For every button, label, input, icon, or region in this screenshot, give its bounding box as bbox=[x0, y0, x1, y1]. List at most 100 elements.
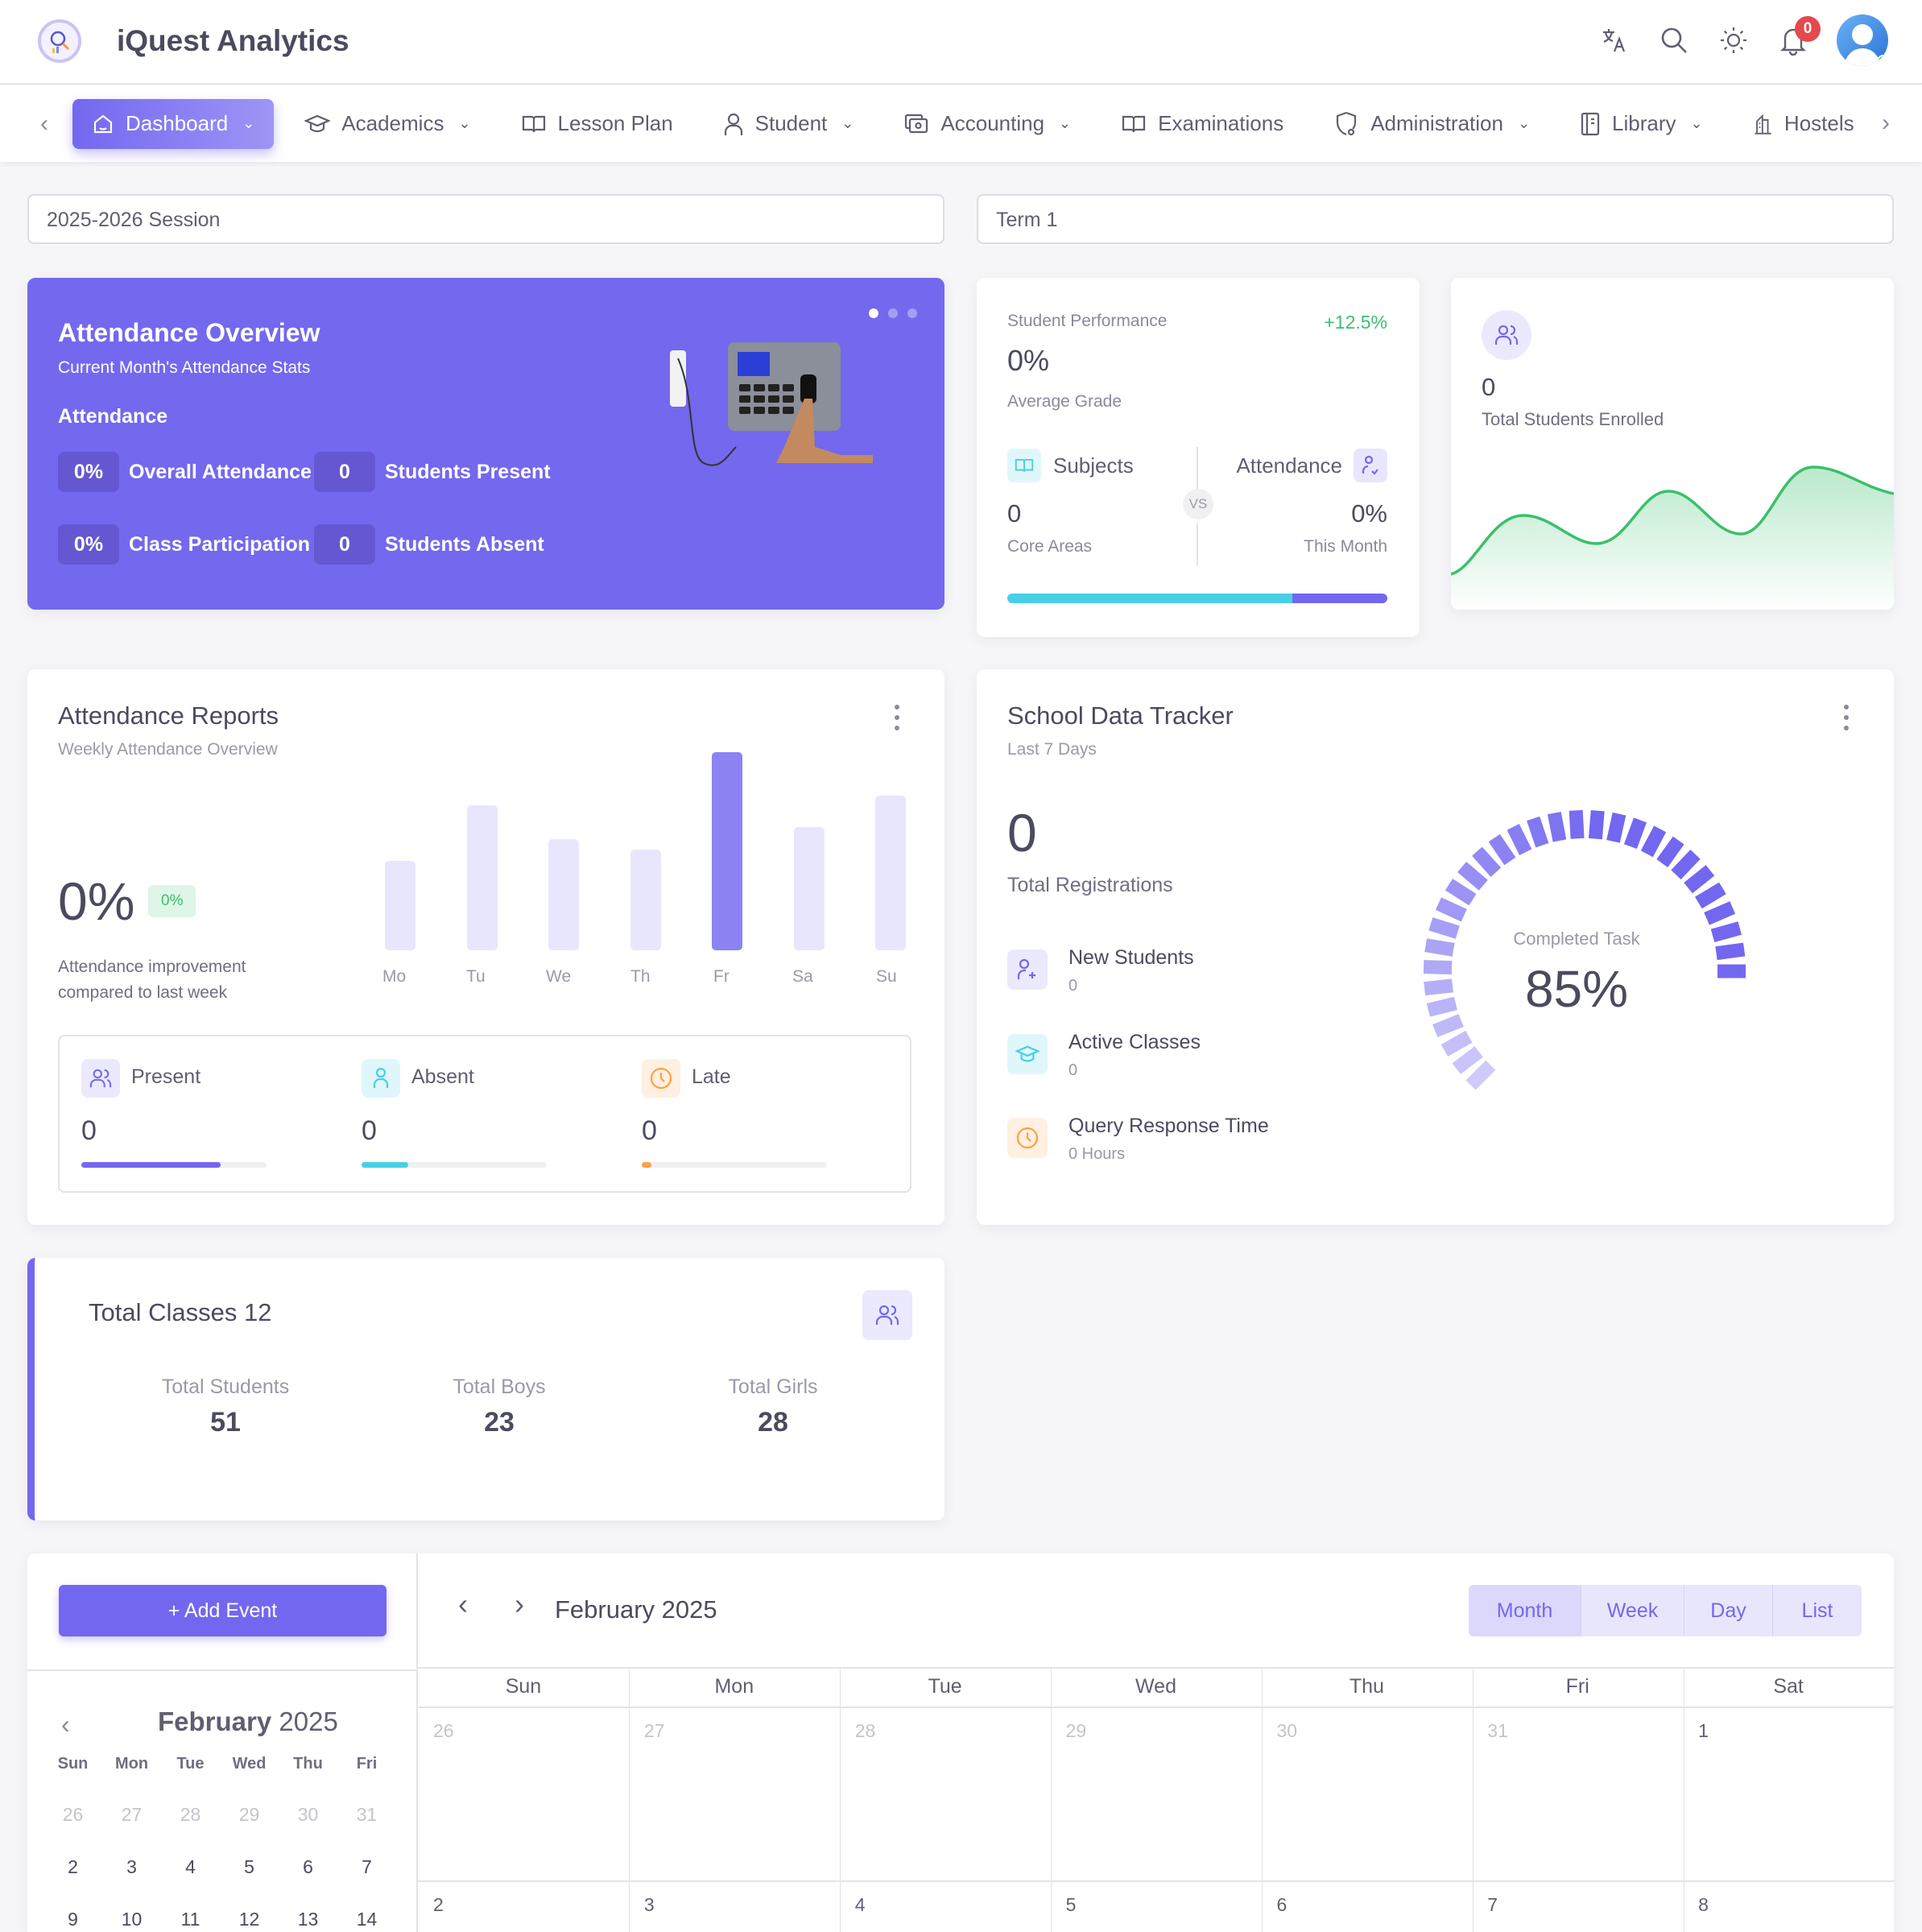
mini-day[interactable]: 31 bbox=[356, 1804, 378, 1825]
present-progress bbox=[81, 1162, 267, 1168]
clock-icon bbox=[642, 1059, 680, 1098]
day-cell[interactable]: 26 bbox=[433, 1720, 454, 1741]
view-week-button[interactable]: Week bbox=[1581, 1585, 1684, 1636]
average-grade-label: Average Grade bbox=[1007, 392, 1122, 411]
book-open-icon bbox=[1122, 115, 1146, 132]
bar-th[interactable] bbox=[630, 849, 661, 950]
mini-day[interactable]: 2 bbox=[68, 1856, 78, 1877]
day-cell[interactable]: 4 bbox=[854, 1894, 866, 1915]
bar-sa[interactable] bbox=[794, 827, 825, 950]
mini-day[interactable]: 27 bbox=[121, 1804, 143, 1825]
nav-examinations[interactable]: Examinations bbox=[1102, 99, 1303, 149]
nav-hostels[interactable]: Hostels bbox=[1734, 99, 1854, 149]
gauge-label: Completed Task bbox=[1513, 929, 1640, 949]
comparison-progress-bar bbox=[1007, 594, 1387, 603]
translate-icon[interactable] bbox=[1598, 24, 1631, 56]
attendance-reports-card: Attendance Reports Weekly Attendance Ove… bbox=[27, 669, 944, 1225]
mini-day[interactable]: 12 bbox=[238, 1909, 260, 1930]
calendar-prev-button[interactable]: ‹ bbox=[458, 1587, 468, 1620]
view-list-button[interactable]: List bbox=[1773, 1585, 1862, 1636]
card-subtitle: Current Month's Attendance Stats bbox=[58, 358, 311, 377]
nav-academics[interactable]: Academics ⌄ bbox=[285, 99, 490, 149]
app-logo[interactable] bbox=[38, 19, 81, 63]
app-title: iQuest Analytics bbox=[117, 24, 349, 57]
day-cell[interactable]: 28 bbox=[854, 1720, 876, 1741]
nav-lesson-plan[interactable]: Lesson Plan bbox=[502, 99, 692, 149]
nav-accounting[interactable]: Accounting ⌄ bbox=[884, 99, 1090, 149]
mini-day[interactable]: 13 bbox=[297, 1909, 319, 1930]
mini-day[interactable]: 10 bbox=[121, 1909, 143, 1930]
session-select[interactable]: 2025-2026 Session bbox=[27, 194, 944, 244]
book-open-icon bbox=[522, 115, 545, 132]
bell-icon[interactable]: 0 bbox=[1777, 16, 1821, 56]
mini-day[interactable]: 28 bbox=[180, 1804, 201, 1825]
stat-label: Overall Attendance bbox=[129, 460, 312, 483]
day-cell[interactable]: 2 bbox=[433, 1894, 444, 1915]
day-cell[interactable]: 29 bbox=[1065, 1720, 1087, 1741]
more-options-icon[interactable] bbox=[895, 705, 901, 730]
bar-we[interactable] bbox=[548, 839, 579, 950]
change-badge: 0% bbox=[148, 885, 196, 917]
week-row-1: 26 27 28 29 30 31 1 bbox=[418, 1720, 1894, 1742]
absent-progress bbox=[362, 1162, 547, 1168]
carousel-dots[interactable] bbox=[869, 308, 917, 318]
mini-day[interactable]: 3 bbox=[126, 1856, 137, 1877]
attendance-value: 0% bbox=[58, 871, 135, 931]
mini-day[interactable]: 29 bbox=[238, 1804, 260, 1825]
mini-day[interactable]: 7 bbox=[362, 1856, 372, 1877]
vs-badge: VS bbox=[1183, 489, 1213, 519]
mini-day[interactable]: 6 bbox=[303, 1856, 313, 1877]
change-badge: +12.5% bbox=[1324, 312, 1387, 333]
bar-mo[interactable] bbox=[385, 861, 415, 950]
day-cell[interactable]: 5 bbox=[1065, 1894, 1077, 1915]
view-month-button[interactable]: Month bbox=[1469, 1585, 1581, 1636]
mini-day[interactable]: 26 bbox=[62, 1804, 84, 1825]
mini-day[interactable]: 5 bbox=[244, 1856, 254, 1877]
day-cell[interactable]: 8 bbox=[1698, 1894, 1709, 1915]
bar-su[interactable] bbox=[875, 796, 906, 950]
mini-day[interactable]: 30 bbox=[297, 1804, 319, 1825]
sun-icon[interactable] bbox=[1717, 24, 1750, 56]
users-icon[interactable] bbox=[862, 1290, 912, 1340]
top-bar: iQuest Analytics 0 bbox=[0, 0, 1922, 85]
chevron-down-icon: ⌄ bbox=[242, 115, 255, 131]
view-day-button[interactable]: Day bbox=[1684, 1585, 1773, 1636]
home-icon bbox=[93, 114, 113, 133]
bar-tu[interactable] bbox=[467, 805, 498, 950]
day-cell[interactable]: 7 bbox=[1487, 1894, 1498, 1915]
nav-scroll-left-icon[interactable]: ‹ bbox=[40, 110, 48, 137]
add-event-button[interactable]: + Add Event bbox=[59, 1585, 386, 1636]
nav-library[interactable]: Library ⌄ bbox=[1560, 99, 1722, 149]
avatar[interactable] bbox=[1837, 14, 1888, 66]
day-cell[interactable]: 3 bbox=[643, 1894, 655, 1915]
day-cell[interactable]: 6 bbox=[1276, 1894, 1288, 1915]
late-progress bbox=[642, 1162, 827, 1168]
mini-calendar-grid: Sun Mon Tue Wed Thu Fri 26 27 28 29 30 3… bbox=[43, 1755, 398, 1930]
nav-administration[interactable]: Administration ⌄ bbox=[1314, 99, 1549, 149]
nav-dashboard[interactable]: Dashboard ⌄ bbox=[72, 98, 275, 149]
search-icon[interactable] bbox=[1658, 24, 1690, 56]
day-cell[interactable]: 30 bbox=[1276, 1720, 1298, 1741]
day-cell[interactable]: 27 bbox=[643, 1720, 665, 1741]
mini-calendar-row: 9 10 11 12 13 14 bbox=[43, 1909, 398, 1930]
weekly-attendance-bar-chart bbox=[378, 752, 934, 950]
day-cell[interactable]: 1 bbox=[1698, 1720, 1709, 1741]
registrations-value: 0 bbox=[1007, 803, 1037, 863]
nav-scroll-right-icon[interactable]: › bbox=[1882, 110, 1890, 136]
calendar-next-button[interactable]: › bbox=[515, 1587, 524, 1620]
users-icon bbox=[81, 1059, 120, 1098]
term-select[interactable]: Term 1 bbox=[977, 194, 1894, 244]
mini-day[interactable]: 14 bbox=[356, 1909, 378, 1930]
day-cell[interactable]: 31 bbox=[1487, 1720, 1508, 1741]
mini-calendar-prev-icon[interactable]: ‹ bbox=[61, 1710, 70, 1739]
mini-day[interactable]: 11 bbox=[180, 1909, 200, 1930]
mini-day[interactable]: 9 bbox=[68, 1909, 78, 1930]
more-options-icon[interactable] bbox=[1844, 705, 1850, 730]
nav-student[interactable]: Student ⌄ bbox=[704, 99, 874, 149]
stat-value: 0 bbox=[314, 452, 375, 492]
graduation-cap-icon bbox=[1007, 1034, 1048, 1074]
bar-fr[interactable] bbox=[712, 752, 742, 950]
chevron-down-icon: ⌄ bbox=[1059, 115, 1072, 131]
card-title: Attendance Reports bbox=[58, 701, 279, 730]
mini-day[interactable]: 4 bbox=[185, 1856, 196, 1877]
